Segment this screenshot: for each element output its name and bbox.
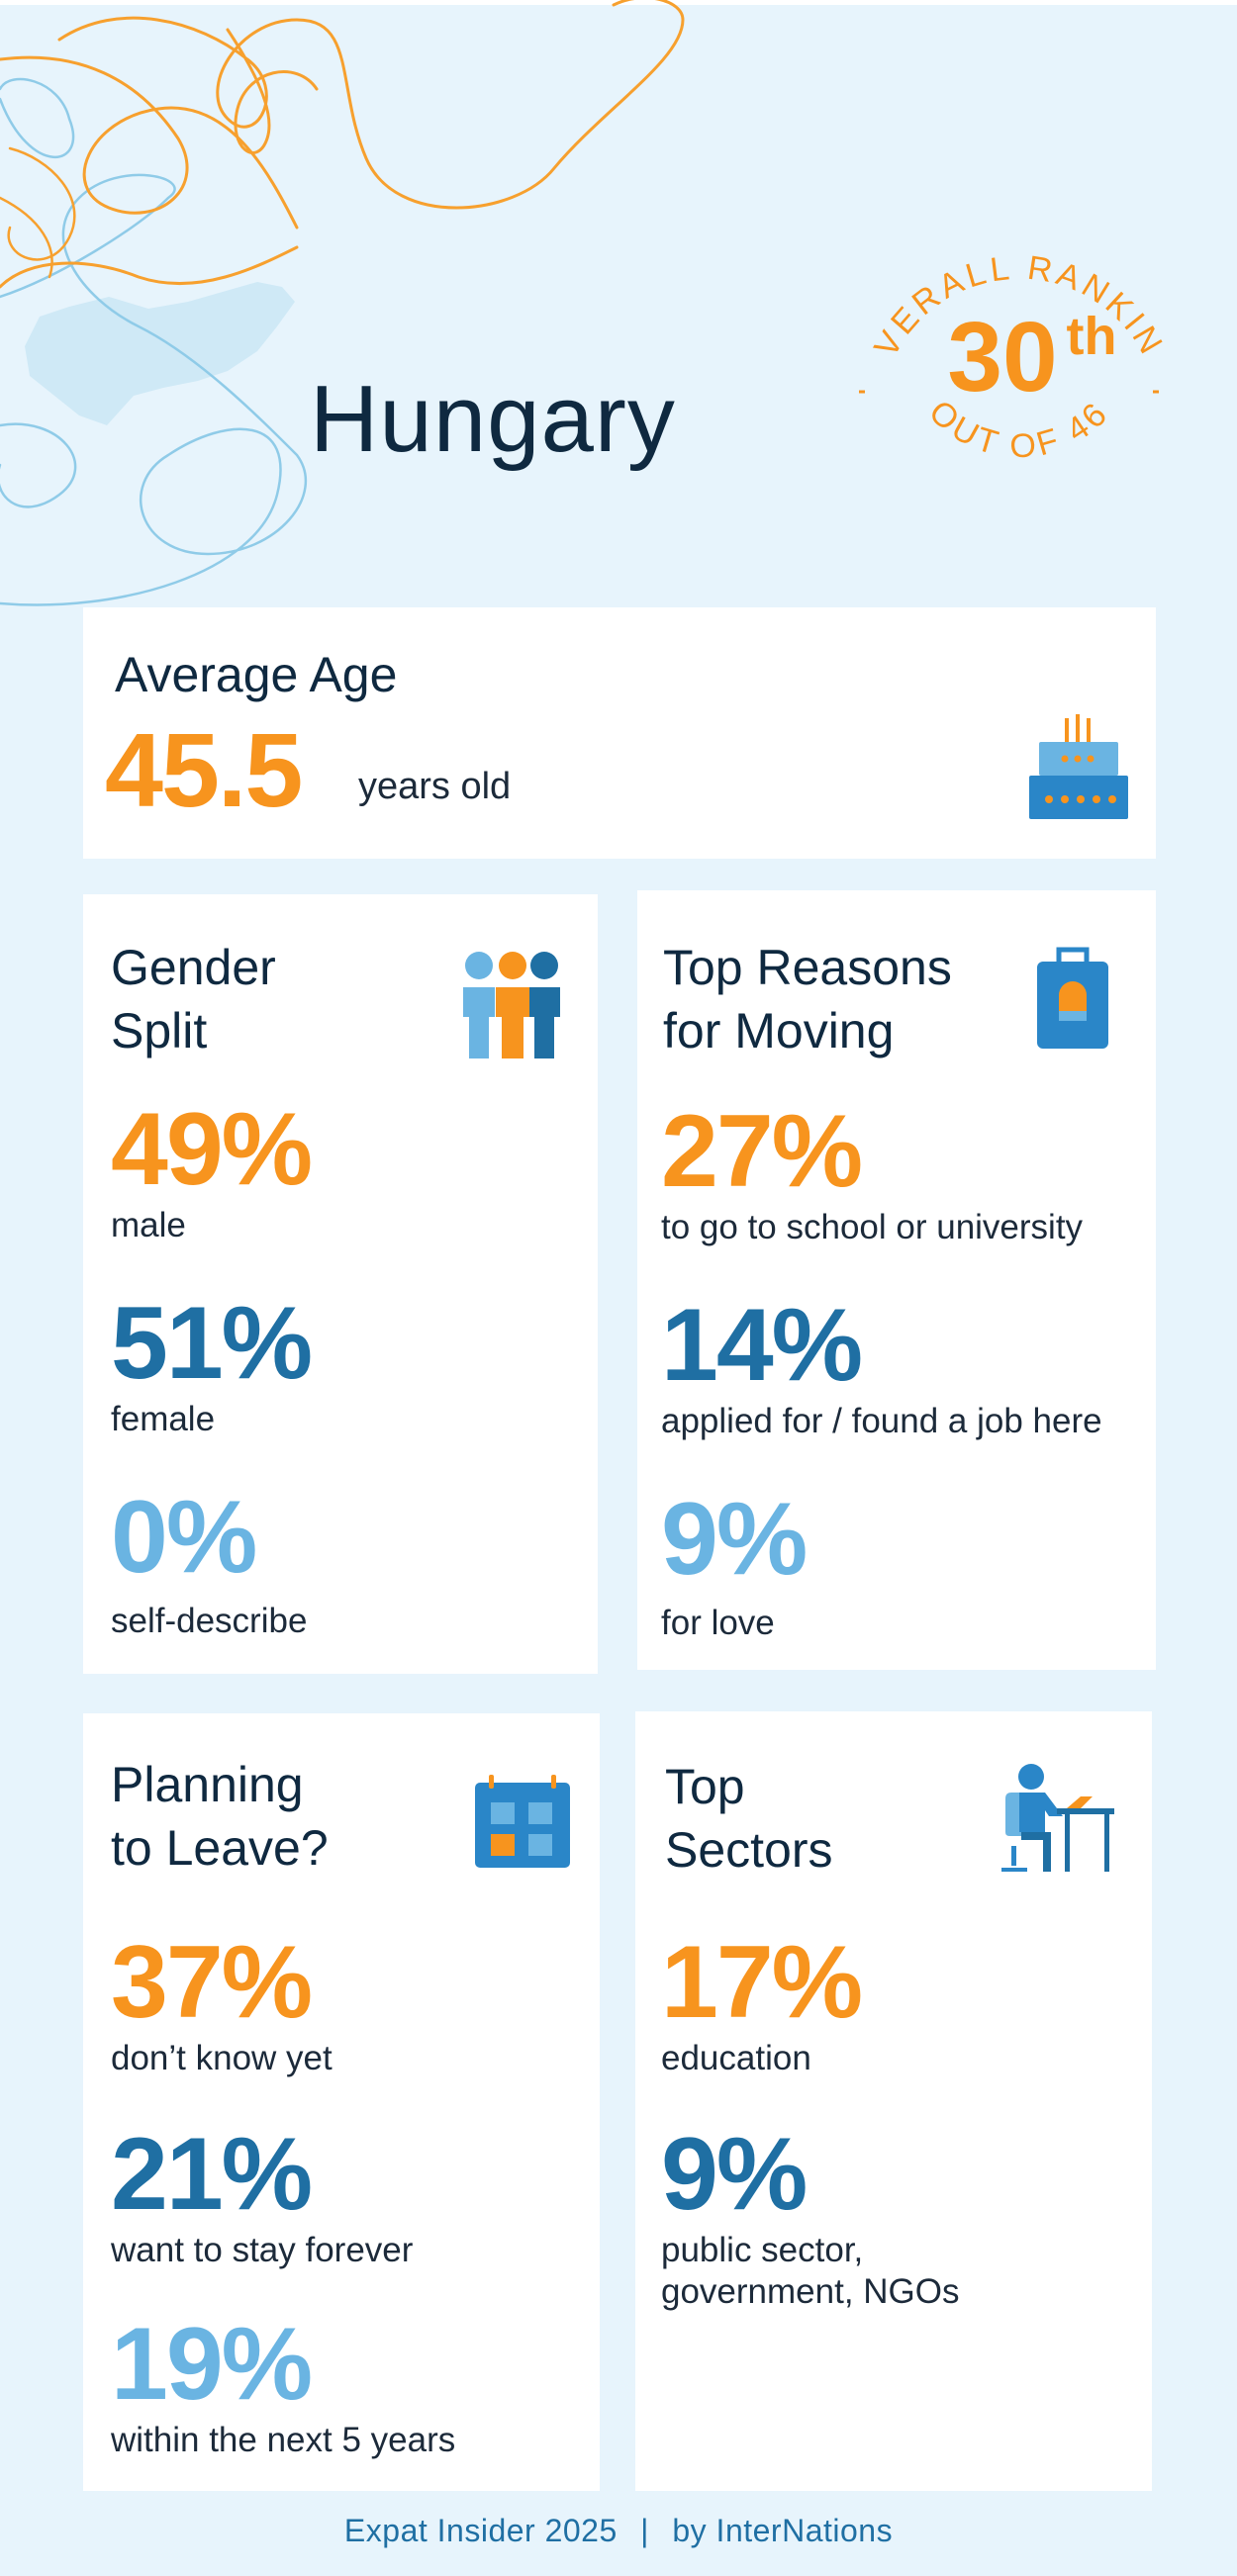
calendar-icon bbox=[475, 1775, 570, 1868]
stat-label: applied for / found a job here bbox=[661, 1402, 1102, 1440]
stat-item: 49% male bbox=[111, 1092, 313, 1246]
person-at-desk-icon bbox=[1001, 1764, 1114, 1872]
top-sectors-card: Top Sectors 17% education 9% public sect… bbox=[635, 1711, 1152, 2491]
stat-value: 51% bbox=[111, 1286, 313, 1401]
average-age-title: Average Age bbox=[115, 647, 398, 702]
stat-label: want to stay forever bbox=[111, 2231, 414, 2269]
planning-to-leave-title: Planning to Leave? bbox=[111, 1757, 329, 1876]
stat-label: don’t know yet bbox=[111, 2039, 333, 2077]
luggage-icon bbox=[1037, 947, 1108, 1049]
stat-value: 14% bbox=[661, 1288, 863, 1403]
stat-item: 9% public sector, government, NGOs bbox=[661, 2123, 960, 2313]
average-age-card: Average Age 45.5 years old bbox=[83, 607, 1156, 859]
stat-item: 17% education bbox=[661, 1925, 863, 2079]
stat-item: 0% self-describe bbox=[111, 1486, 307, 1642]
country-title: Hungary bbox=[310, 366, 676, 473]
stat-value: 21% bbox=[111, 2117, 313, 2232]
stat-item: 27% to go to school or university bbox=[661, 1100, 1083, 1248]
top-reasons-title: Top Reasons for Moving bbox=[663, 940, 952, 1058]
stat-label: education bbox=[661, 2039, 811, 2077]
gender-split-card: Gender Split 49% male 51% female 0% self… bbox=[83, 894, 598, 1674]
gender-split-title: Gender Split bbox=[111, 940, 276, 1058]
stat-item: 9% for love bbox=[661, 1482, 808, 1644]
stat-item: 51% female bbox=[111, 1286, 313, 1440]
stat-label: self-describe bbox=[111, 1602, 308, 1640]
stat-label: to go to school or university bbox=[661, 1208, 1084, 1246]
stat-label: for love bbox=[661, 1604, 775, 1642]
stat-label: female bbox=[111, 1400, 216, 1438]
footer-publication: Expat Insider 2025 bbox=[343, 2513, 618, 2548]
footer-by: by InterNations bbox=[672, 2513, 894, 2548]
rank-suffix: th bbox=[1067, 307, 1117, 366]
stat-value: 0% bbox=[111, 1480, 257, 1595]
stat-value: 9% bbox=[661, 1482, 808, 1597]
birthday-cake-icon bbox=[1029, 714, 1128, 819]
stat-value: 27% bbox=[661, 1094, 863, 1209]
stat-value: 49% bbox=[111, 1092, 313, 1207]
average-age-unit: years old bbox=[358, 766, 512, 807]
footer: Expat Insider 2025 | by InterNations bbox=[0, 2513, 1237, 2549]
decorative-scribble bbox=[0, 0, 685, 606]
planning-to-leave-card: Planning to Leave? 37% don’t know yet 21… bbox=[83, 1713, 600, 2491]
ranking-badge: OVERALL RANKING 30 th OUT OF 46 bbox=[851, 198, 1168, 466]
stat-label: within the next 5 years bbox=[111, 2421, 456, 2459]
rank-number: 30 bbox=[947, 302, 1057, 413]
people-group-icon bbox=[463, 952, 560, 1058]
top-sectors-title: Top Sectors bbox=[665, 1759, 833, 1878]
stat-item: 19% within the next 5 years bbox=[111, 2313, 455, 2461]
average-age-value: 45.5 bbox=[105, 712, 303, 829]
stat-label: male bbox=[111, 1206, 186, 1244]
stat-item: 21% want to stay forever bbox=[111, 2123, 413, 2271]
hungary-map-shape bbox=[25, 282, 295, 425]
stat-value: 17% bbox=[661, 1925, 863, 2040]
stat-value: 37% bbox=[111, 1925, 313, 2040]
footer-separator: | bbox=[640, 2513, 649, 2548]
stat-value: 19% bbox=[111, 2307, 313, 2422]
stat-item: 14% applied for / found a job here bbox=[661, 1294, 1102, 1442]
stat-item: 37% don’t know yet bbox=[111, 1931, 333, 2079]
stat-label: public sector, government, NGOs bbox=[661, 2231, 960, 2311]
top-reasons-card: Top Reasons for Moving 27% to go to scho… bbox=[637, 890, 1156, 1670]
stat-value: 9% bbox=[661, 2117, 808, 2232]
